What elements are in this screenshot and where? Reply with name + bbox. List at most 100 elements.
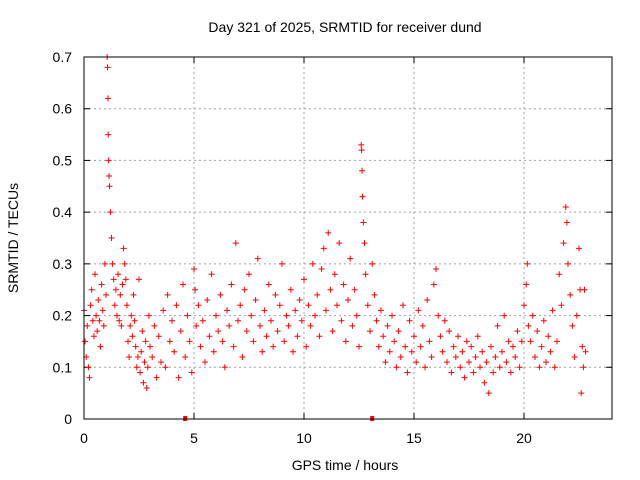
data-point: [132, 343, 139, 350]
data-point: [290, 348, 296, 355]
data-point: [327, 286, 334, 293]
data-point: [406, 317, 413, 324]
data-point: [287, 286, 294, 293]
data-point: [85, 364, 92, 371]
data-point: [582, 348, 589, 355]
data-point: [279, 260, 285, 267]
data-point: [104, 64, 111, 71]
data-point: [336, 240, 343, 247]
data-point: [512, 353, 519, 360]
data-point: [448, 369, 455, 376]
data-point: [232, 240, 239, 247]
data-point: [283, 312, 290, 319]
data-point: [503, 359, 510, 366]
x-tick-label: 20: [516, 430, 532, 446]
data-point: [87, 302, 94, 309]
data-point: [320, 245, 327, 252]
data-point: [560, 240, 567, 247]
data-point: [439, 348, 446, 355]
data-point: [345, 297, 351, 304]
data-point: [94, 328, 101, 335]
y-tick-label: 0: [64, 411, 72, 427]
data-point: [199, 317, 206, 324]
data-point: [435, 312, 442, 319]
data-point: [96, 317, 103, 324]
data-point: [391, 338, 398, 345]
data-point: [133, 364, 140, 371]
data-point: [99, 307, 106, 314]
data-point: [140, 379, 147, 386]
data-point: [529, 312, 536, 319]
data-point: [536, 364, 543, 371]
data-point: [378, 307, 384, 314]
data-point: [359, 193, 366, 200]
data-point: [184, 312, 191, 319]
data-point: [516, 364, 523, 371]
data-point: [110, 276, 117, 283]
y-tick-label: 0.7: [53, 49, 73, 65]
data-point: [549, 307, 556, 314]
data-point: [221, 364, 228, 371]
data-point: [359, 167, 366, 174]
data-point: [104, 95, 111, 102]
data-point: [123, 302, 130, 309]
data-point: [411, 333, 417, 340]
data-point: [543, 359, 549, 366]
data-point: [316, 333, 323, 340]
data-point: [122, 276, 129, 283]
data-point: [450, 343, 457, 350]
data-point: [89, 317, 96, 324]
data-point: [347, 255, 354, 262]
data-point: [197, 343, 204, 350]
data-point: [126, 353, 133, 360]
data-point: [532, 353, 538, 360]
data-point: [118, 322, 125, 329]
data-point: [239, 353, 246, 360]
data-point: [422, 364, 428, 371]
data-point: [325, 229, 332, 236]
data-point: [296, 297, 303, 304]
data-point: [485, 390, 492, 397]
data-point: [573, 312, 580, 319]
data-point: [518, 338, 525, 345]
data-point: [241, 286, 248, 293]
data-point: [162, 364, 169, 371]
data-point: [285, 322, 292, 329]
data-point: [171, 348, 178, 355]
data-point: [130, 291, 137, 298]
data-point: [389, 312, 395, 319]
data-point: [457, 364, 464, 371]
data-point: [312, 312, 318, 319]
data-point: [353, 312, 360, 319]
data-point: [180, 281, 186, 288]
chart-title: Day 321 of 2025, SRMTID for receiver dun…: [208, 19, 481, 35]
data-point: [380, 333, 387, 340]
data-point: [362, 271, 369, 278]
data-point: [474, 333, 481, 340]
data-point: [192, 286, 199, 293]
data-point: [116, 317, 123, 324]
data-point: [455, 333, 461, 340]
data-point: [292, 307, 299, 314]
data-point: [145, 312, 152, 319]
data-point: [338, 317, 345, 324]
data-point: [257, 322, 263, 329]
data-point: [226, 322, 233, 329]
data-point: [92, 271, 98, 278]
data-point: [252, 297, 259, 304]
data-point: [95, 297, 102, 304]
data-point: [272, 291, 279, 298]
data-point: [166, 338, 173, 345]
data-point: [276, 302, 283, 309]
data-point: [254, 255, 261, 262]
data-point: [248, 312, 255, 319]
data-point: [88, 286, 95, 293]
data-point: [305, 302, 312, 309]
data-point: [334, 302, 340, 309]
x-tick-label: 5: [190, 430, 198, 446]
data-point: [318, 266, 325, 273]
data-point: [413, 359, 420, 366]
data-point: [356, 343, 362, 350]
data-point: [155, 333, 162, 340]
